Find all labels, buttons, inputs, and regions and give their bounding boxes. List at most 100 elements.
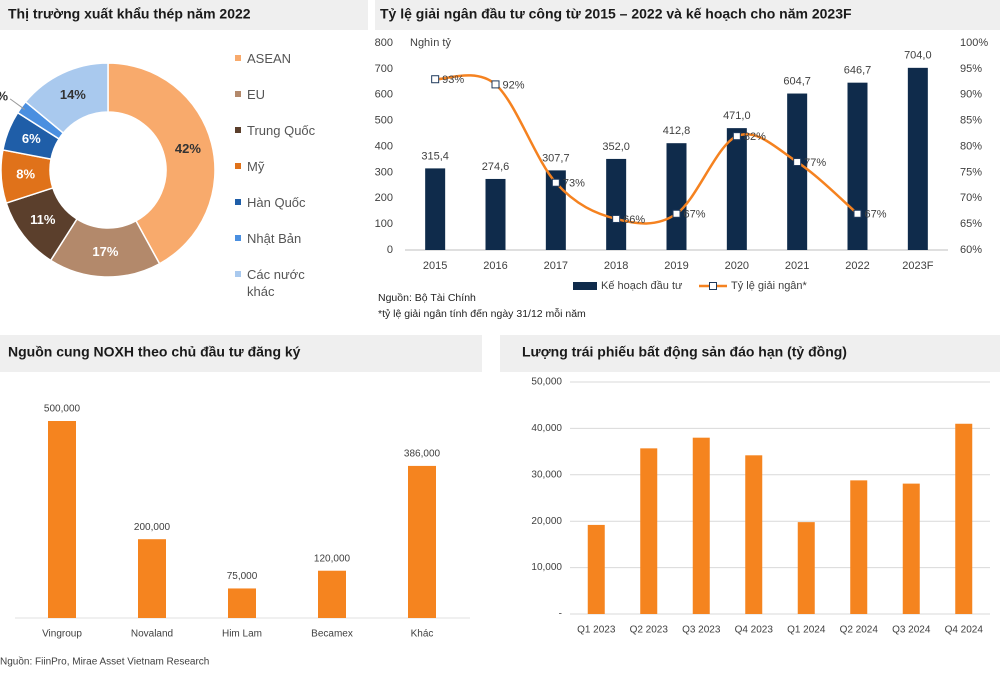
chart-title: Thị trường xuất khẩu thép năm 2022	[8, 6, 251, 22]
chart-title: Lượng trái phiếu bất động sản đáo hạn (t…	[522, 344, 847, 360]
leader-line	[9, 98, 25, 110]
data-label: 500,000	[44, 404, 81, 415]
line-marker	[612, 214, 621, 223]
bar	[408, 465, 436, 618]
legend-item: Hàn Quốc	[235, 194, 355, 230]
y2-tick-label: 65%	[960, 218, 982, 230]
legend-label: Trung Quốc	[247, 123, 316, 138]
legend-label: Các nước khác	[247, 267, 305, 299]
x-tick-label: Novaland	[131, 629, 173, 640]
y-tick-label: 100	[375, 218, 393, 230]
data-label: 307,7	[542, 152, 570, 164]
legend-swatch	[235, 271, 241, 277]
source: Nguồn: FiinPro, Mirae Asset Vietnam Rese…	[0, 656, 209, 668]
legend-label: Hàn Quốc	[247, 195, 306, 210]
x-tick-label: Q4 2024	[945, 625, 984, 636]
panel-header	[375, 0, 1000, 30]
bar	[692, 437, 710, 614]
x-tick-label: 2017	[544, 260, 568, 272]
bar	[606, 158, 627, 250]
bar	[902, 483, 920, 614]
x-tick-label: 2022	[845, 260, 869, 272]
legend-swatch	[573, 282, 597, 290]
y2-tick-label: 100%	[960, 37, 988, 49]
bar	[955, 423, 973, 614]
legend-label: Kế hoạch đầu tư	[601, 280, 683, 292]
y2-tick-label: 75%	[960, 166, 982, 178]
line-marker	[431, 75, 440, 84]
data-label: 66%	[623, 214, 645, 226]
x-tick-label: Q1 2024	[787, 625, 826, 636]
x-tick-label: 2020	[725, 260, 749, 272]
x-tick-label: 2018	[604, 260, 628, 272]
x-tick-label: Q3 2023	[682, 625, 721, 636]
bar	[587, 524, 605, 614]
bar	[787, 93, 808, 250]
bar	[726, 128, 747, 250]
panel-header	[0, 335, 482, 372]
data-label: 352,0	[602, 141, 630, 153]
note: *tỷ lệ giải ngân tính đến ngày 31/12 mỗi…	[378, 307, 586, 320]
legend-swatch	[235, 235, 241, 241]
chart-title: Tỷ lệ giải ngân đầu tư công từ 2015 – 20…	[380, 6, 852, 22]
data-label: 92%	[503, 79, 525, 91]
x-tick-label: Khác	[411, 629, 434, 640]
data-label: 8%	[16, 167, 35, 182]
y-tick-label: 400	[375, 140, 393, 152]
legend-swatch	[235, 163, 241, 169]
pie-slice	[24, 62, 109, 135]
y-tick-label: -	[559, 609, 562, 620]
bar	[745, 455, 763, 614]
y-tick-label: 500	[375, 115, 393, 127]
data-label: 386,000	[404, 449, 441, 460]
y-tick-label: 700	[375, 63, 393, 75]
legend-label: EU	[247, 87, 266, 102]
y2-tick-label: 85%	[960, 115, 982, 127]
legend-label: ASEAN	[247, 51, 292, 66]
legend-swatch	[235, 127, 241, 133]
x-tick-label: Vingroup	[42, 629, 82, 640]
data-label: 274,6	[482, 161, 510, 173]
y2-tick-label: 60%	[960, 244, 982, 256]
y-tick-label: 30,000	[531, 469, 562, 480]
y2-tick-label: 90%	[960, 89, 982, 101]
legend-item: Mỹ	[235, 158, 355, 194]
legend-swatch	[235, 199, 241, 205]
legend-label: Nhật Bản	[247, 231, 302, 246]
x-tick-label: 2019	[664, 260, 688, 272]
bar	[48, 421, 76, 618]
x-tick-label: 2021	[785, 260, 809, 272]
x-tick-label: Q2 2024	[840, 625, 879, 636]
data-label: 412,8	[663, 125, 691, 137]
panel-header	[0, 0, 368, 30]
y-tick-label: 40,000	[531, 423, 562, 434]
data-label: 73%	[563, 178, 585, 190]
y-tick-label: 600	[375, 89, 393, 101]
line-marker	[672, 209, 681, 218]
x-tick-label: 2023F	[902, 260, 933, 272]
data-label: 315,4	[421, 150, 449, 162]
bar	[850, 480, 868, 614]
bar	[485, 178, 506, 250]
bar	[138, 539, 166, 618]
data-label: 17%	[92, 244, 118, 259]
bar	[907, 67, 928, 250]
line-marker	[491, 80, 500, 89]
data-label: 646,7	[844, 65, 872, 77]
data-label: 6%	[22, 131, 41, 146]
bar	[666, 143, 687, 250]
y-tick-label: 800	[375, 37, 393, 49]
line	[435, 74, 859, 225]
y-tick-label: 200	[375, 192, 393, 204]
x-tick-label: Him Lam	[222, 629, 262, 640]
line-marker	[853, 209, 862, 218]
data-label: 67%	[865, 209, 887, 221]
y2-tick-label: 70%	[960, 192, 982, 204]
bar	[425, 168, 446, 250]
legend: ASEAN EU Trung Quốc Mỹ Hàn Quốc Nhật Bản Các n…	[235, 50, 355, 302]
legend-label: Tỷ lệ giải ngân*	[731, 280, 808, 292]
x-tick-label: Q2 2023	[630, 625, 669, 636]
data-label: 14%	[60, 87, 86, 102]
data-label: 11%	[30, 212, 56, 227]
y-tick-label: 10,000	[531, 562, 562, 573]
